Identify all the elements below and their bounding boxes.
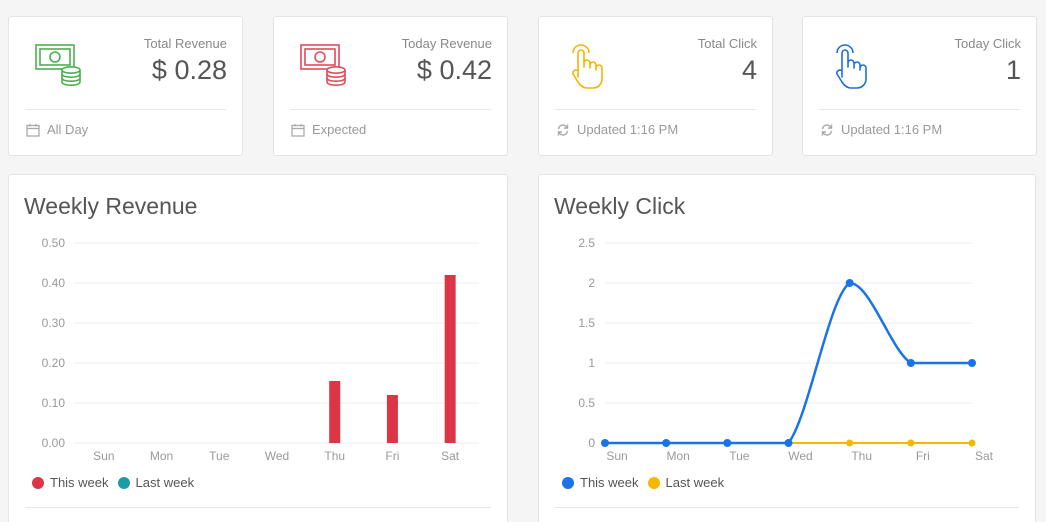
weekly-revenue-chart: 0.00 0.10 0.20 0.30 0.40 0.50 Sun Mon Tue Wed Thu F… [42, 236, 479, 463]
stat-footer: Expected [291, 122, 366, 137]
weekly-revenue-panel: Weekly Revenue 0.00 0.10 0.20 0.30 0.40 0.50 S… [8, 174, 508, 522]
chart-title: Weekly Revenue [24, 193, 198, 219]
y-tick-label: 0.20 [42, 356, 66, 370]
x-tick-label: Thu [324, 449, 345, 463]
y-tick-label: 0.00 [42, 436, 66, 450]
pointer-hand-icon [572, 44, 603, 89]
y-tick-label: 0.40 [42, 276, 66, 290]
x-tick-label: Tue [729, 449, 750, 463]
x-tick-label: Fri [385, 449, 399, 463]
data-point [907, 439, 915, 447]
bar [329, 381, 341, 443]
legend-item-last-week[interactable]: Last week [647, 475, 725, 490]
calendar-icon [291, 123, 305, 137]
stat-value: $ 0.28 [151, 55, 227, 85]
stat-card-total-click: Total Click 4 Updated 1:16 PM [538, 16, 773, 156]
stat-label: Total Revenue [143, 36, 227, 51]
divider [555, 507, 1019, 508]
x-tick-label: Tue [209, 449, 230, 463]
legend-item-this-week[interactable]: This week [562, 475, 639, 490]
divider [25, 109, 226, 110]
divider [290, 109, 491, 110]
legend-swatch [32, 476, 44, 489]
data-point [845, 279, 854, 287]
chart-title: Weekly Click [554, 193, 686, 219]
stat-value: 1 [1005, 55, 1021, 85]
legend-label: This week [580, 475, 639, 490]
legend-label: Last week [135, 475, 195, 490]
x-tick-label: Mon [150, 449, 173, 463]
data-point [784, 439, 793, 447]
stat-label: Total Click [697, 36, 757, 51]
pointer-hand-icon [836, 44, 867, 89]
y-tick-label: 0.30 [42, 316, 66, 330]
bar [444, 275, 456, 443]
y-tick-label: 1 [588, 356, 595, 370]
legend-item-last-week[interactable]: Last week [117, 475, 195, 490]
chart-legend: This week Last week [562, 475, 733, 490]
calendar-icon [26, 123, 40, 137]
data-point [906, 359, 915, 367]
stat-footer-text: Updated 1:16 PM [577, 122, 679, 137]
data-point [968, 359, 976, 367]
y-tick-label: 2 [588, 276, 595, 290]
stat-footer: Updated 1:16 PM [556, 122, 678, 137]
y-tick-label: 0.50 [42, 236, 66, 250]
legend-label: Last week [665, 475, 725, 490]
weekly-click-panel: Weekly Click 0 0.5 1 1.5 2 2.5 Sun Mon Tue Wed Thu… [538, 174, 1036, 522]
refresh-icon [557, 123, 569, 136]
stat-card-today-revenue: Today Revenue $ 0.42 Expected [273, 16, 508, 156]
stat-footer: All Day [26, 122, 88, 137]
data-point [723, 439, 732, 447]
x-tick-label: Sat [441, 449, 460, 463]
divider [819, 109, 1020, 110]
stat-footer-text: All Day [47, 122, 89, 137]
divider [555, 109, 756, 110]
data-point [968, 439, 976, 447]
stat-card-total-revenue: Total Revenue $ 0.28 All Day [8, 16, 243, 156]
legend-item-this-week[interactable]: This week [32, 475, 109, 490]
stat-label: Today Revenue [401, 36, 492, 51]
x-tick-label: Fri [916, 449, 930, 463]
data-point [601, 439, 609, 447]
x-tick-label: Sun [93, 449, 114, 463]
legend-swatch [562, 476, 574, 489]
x-tick-label: Sun [606, 449, 627, 463]
money-icon [300, 44, 346, 87]
bar [386, 395, 398, 443]
stat-value: $ 0.42 [416, 55, 492, 85]
data-point [846, 439, 854, 447]
stat-footer-text: Expected [312, 122, 367, 137]
y-tick-label: 0 [588, 436, 595, 450]
data-point [662, 439, 671, 447]
x-tick-label: Thu [851, 449, 872, 463]
x-tick-label: Mon [666, 449, 689, 463]
money-icon [35, 44, 81, 87]
y-tick-label: 0.5 [578, 396, 595, 410]
stat-label: Today Click [954, 36, 1021, 51]
legend-swatch [647, 476, 660, 489]
weekly-click-chart: 0 0.5 1 1.5 2 2.5 Sun Mon Tue Wed Thu Fri Sat [578, 236, 994, 463]
y-tick-label: 0.10 [42, 396, 66, 410]
y-tick-label: 2.5 [578, 236, 595, 250]
legend-swatch [117, 476, 130, 489]
stat-footer-text: Updated 1:16 PM [841, 122, 943, 137]
x-tick-label: Wed [788, 449, 812, 463]
y-tick-label: 1.5 [578, 316, 595, 330]
divider [25, 507, 491, 508]
refresh-icon [821, 123, 833, 136]
x-tick-label: Sat [975, 449, 994, 463]
stat-card-today-click: Today Click 1 Updated 1:16 PM [802, 16, 1037, 156]
legend-label: This week [50, 475, 109, 490]
chart-legend: This week Last week [32, 475, 203, 490]
stat-value: 4 [741, 55, 757, 85]
x-tick-label: Wed [265, 449, 289, 463]
stat-footer: Updated 1:16 PM [820, 122, 942, 137]
